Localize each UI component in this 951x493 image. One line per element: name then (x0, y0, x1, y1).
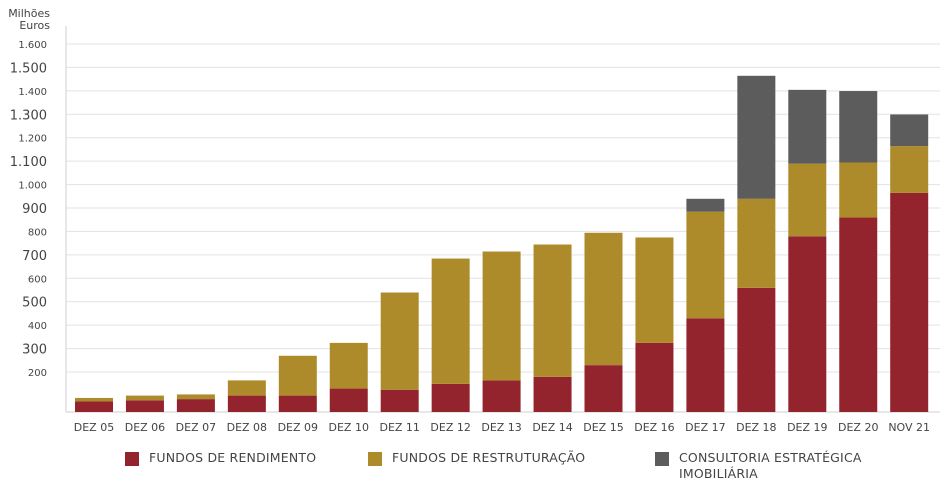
bar-segment-s1-10 (584, 232, 623, 366)
x-tick-label: DEZ 19 (787, 421, 827, 434)
y-tick-label: 1.600 (18, 40, 47, 51)
bar-segment-s0-3 (227, 395, 266, 412)
legend-swatch-restruturacao (368, 452, 382, 466)
x-tick-label: DEZ 15 (583, 421, 623, 434)
x-tick-label: DEZ 13 (481, 421, 521, 434)
y-tick-label: 700 (22, 249, 47, 264)
y-tick-label: 800 (28, 227, 47, 238)
y-axis-title-line-1: Milhões (8, 7, 50, 20)
bar-segment-s2-14 (788, 89, 827, 164)
bar-segment-s1-12 (686, 211, 725, 319)
legend-item-consultoria: CONSULTORIA ESTRATÉGICA IMOBILIÁRIA (655, 450, 862, 482)
bar-segment-s1-7 (431, 258, 470, 384)
y-tick-label: 1.200 (18, 134, 47, 145)
y-tick-label: 1.000 (18, 181, 47, 192)
bar-segment-s0-2 (176, 399, 215, 412)
stacked-bar-chart: 200 300 400 500 600 700 800 900 1.000 1.100 1.200 1… (10, 26, 940, 434)
legend-label-rendimento: FUNDOS DE RENDIMENTO (149, 450, 317, 465)
x-tick-label: DEZ 10 (329, 421, 369, 434)
x-tick-label: DEZ 20 (838, 421, 878, 434)
x-tick-label: DEZ 18 (736, 421, 776, 434)
x-tick-label: DEZ 17 (685, 421, 725, 434)
x-tick-label: DEZ 16 (634, 421, 674, 434)
bar-segment-s1-9 (533, 244, 572, 377)
bar-segment-s0-9 (533, 376, 572, 412)
y-tick-label: 200 (28, 368, 47, 379)
bar-segment-s1-3 (227, 380, 266, 396)
bar-segment-s1-0 (75, 397, 113, 402)
x-tick-label: DEZ 11 (379, 421, 419, 434)
x-tick-label: DEZ 07 (176, 421, 216, 434)
y-axis-title-line-2: Euros (19, 19, 50, 32)
x-tick-label: DEZ 14 (532, 421, 572, 434)
bar-segment-s2-12 (686, 198, 725, 212)
bar-segment-s1-2 (176, 394, 215, 400)
bar-segment-s0-15 (839, 217, 878, 412)
legend-label-restruturacao: FUNDOS DE RESTRUTURAÇÃO (392, 450, 586, 465)
bar-segment-s0-4 (278, 395, 317, 412)
bar-segment-s2-16 (890, 114, 929, 147)
x-tick-label: NOV 21 (888, 421, 930, 434)
y-tick-label: 1.500 (10, 61, 47, 76)
y-tick-label: 1.300 (10, 108, 47, 123)
bar-segment-s0-11 (635, 342, 674, 412)
legend-item-restruturacao: FUNDOS DE RESTRUTURAÇÃO (368, 450, 585, 466)
y-axis-title: Milhões Euros (8, 8, 50, 32)
legend-swatch-consultoria (655, 452, 669, 466)
legend-item-rendimento: FUNDOS DE RENDIMENTO (125, 450, 316, 466)
bar-segment-s2-15 (839, 91, 878, 163)
bar-segment-s1-4 (278, 355, 317, 396)
y-tick-label: 600 (28, 274, 47, 285)
y-tick-label: 900 (22, 202, 47, 217)
bar-segment-s0-5 (329, 388, 368, 412)
bar-segment-s0-1 (125, 400, 164, 412)
bar-segment-s2-13 (737, 75, 776, 199)
legend-swatch-rendimento (125, 452, 139, 466)
bar-segment-s0-0 (75, 401, 113, 412)
y-tick-label: 500 (22, 296, 47, 311)
legend-label-consultoria: CONSULTORIA ESTRATÉGICA IMOBILIÁRIA (679, 450, 862, 481)
bar-segment-s0-14 (788, 236, 827, 412)
bar-segment-s1-8 (482, 251, 521, 381)
bar-segment-s1-11 (635, 237, 674, 343)
bar-segment-s1-16 (890, 146, 929, 193)
x-tick-label: DEZ 06 (125, 421, 165, 434)
y-tick-label: 400 (28, 321, 47, 332)
bar-segment-s0-16 (890, 192, 929, 412)
bar-segment-s0-13 (737, 287, 776, 412)
y-tick-label: 300 (22, 343, 47, 358)
bar-segment-s0-8 (482, 380, 521, 412)
x-tick-label: DEZ 08 (227, 421, 267, 434)
x-tick-label: DEZ 09 (278, 421, 318, 434)
bar-segment-s1-6 (380, 292, 419, 390)
x-tick-label: DEZ 12 (430, 421, 470, 434)
bar-segment-s1-13 (737, 198, 776, 288)
y-tick-label: 1.400 (18, 87, 47, 98)
bar-segment-s1-15 (839, 162, 878, 218)
bar-segment-s1-1 (125, 395, 164, 401)
bar-segment-s0-6 (380, 389, 419, 412)
bar-segment-s0-12 (686, 318, 725, 412)
bar-segment-s0-7 (431, 383, 470, 412)
bar-segment-s0-10 (584, 365, 623, 412)
bar-segment-s1-5 (329, 342, 368, 389)
bar-segment-s1-14 (788, 163, 827, 237)
y-tick-label: 1.100 (10, 155, 47, 170)
x-tick-label: DEZ 05 (74, 421, 114, 434)
legend: FUNDOS DE RENDIMENTO FUNDOS DE RESTRUTUR… (0, 450, 951, 490)
